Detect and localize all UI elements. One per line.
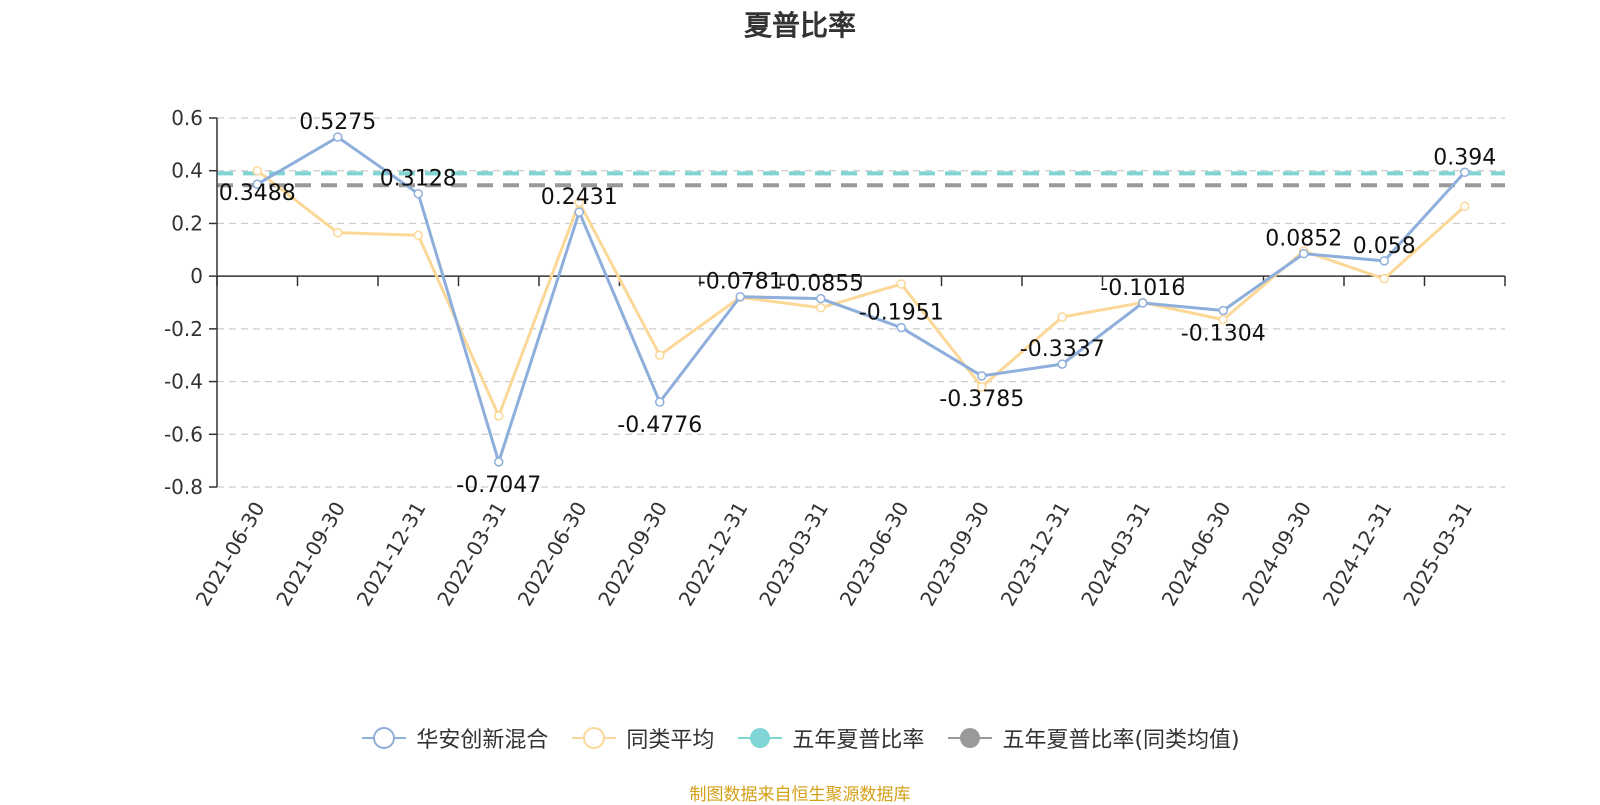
fund-data-label: -0.0855 bbox=[778, 272, 863, 297]
x-tick-label: 2023-09-30 bbox=[915, 498, 994, 611]
legend-marker-five-year-sharpe bbox=[738, 728, 783, 748]
fund-data-label: -0.3785 bbox=[939, 387, 1024, 412]
fund-data-label: 0.5275 bbox=[299, 110, 376, 135]
fund-data-point bbox=[494, 457, 504, 467]
fund-data-label: 0.058 bbox=[1353, 234, 1416, 259]
fund-data-label: -0.0781 bbox=[698, 270, 783, 295]
fund-data-point bbox=[977, 371, 987, 381]
fund-data-point bbox=[1138, 298, 1148, 308]
series-lines bbox=[252, 132, 1470, 467]
y-tick-label: -0.4 bbox=[164, 370, 203, 394]
fund-data-point bbox=[413, 188, 423, 199]
fund-data-label: -0.1016 bbox=[1100, 276, 1185, 301]
x-tick-label: 2023-12-31 bbox=[996, 498, 1075, 611]
peer-average-data-point bbox=[333, 227, 343, 238]
fund-data-point bbox=[816, 293, 826, 304]
peer-average-data-point bbox=[1379, 274, 1389, 284]
fund-data-label: 0.2431 bbox=[541, 185, 618, 210]
legend-marker-peer-average bbox=[572, 727, 617, 749]
peer-average-data-point bbox=[655, 350, 665, 360]
x-tick-label: 2025-03-31 bbox=[1398, 498, 1477, 611]
fund-data-point bbox=[735, 291, 745, 302]
fund-data-point bbox=[655, 397, 665, 407]
peer-average-data-point bbox=[574, 197, 584, 208]
x-tick-label: 2022-12-31 bbox=[674, 498, 753, 611]
peer-average-data-point bbox=[977, 382, 987, 392]
fund-data-point bbox=[252, 179, 262, 189]
x-tick-label: 2024-06-30 bbox=[1157, 498, 1236, 611]
fund-data-point bbox=[1299, 248, 1309, 259]
legend-item-five-year-sharpe[interactable]: 五年夏普比率 bbox=[736, 722, 924, 754]
x-tick-label: 2024-03-31 bbox=[1076, 498, 1155, 611]
peer-average-data-point bbox=[252, 165, 262, 176]
legend-label-five-year-sharpe: 五年夏普比率 bbox=[792, 728, 925, 753]
x-tick-label: 2022-06-30 bbox=[513, 498, 592, 611]
y-tick-label: -0.8 bbox=[164, 475, 203, 499]
legend: 华安创新混合 同类平均 五年夏普比率 五年夏普比率(同类均值) bbox=[0, 722, 1600, 754]
fund-data-point bbox=[1057, 359, 1067, 369]
x-tick-label: 2023-03-31 bbox=[754, 498, 833, 611]
y-tick-label: -0.2 bbox=[164, 317, 203, 341]
y-tick-label: 0 bbox=[190, 264, 203, 288]
fund-data-point bbox=[1218, 305, 1228, 316]
fund-data-label: 0.0852 bbox=[1265, 227, 1342, 252]
peer-average-data-point bbox=[816, 303, 826, 313]
x-tick-label: 2022-03-31 bbox=[432, 498, 511, 611]
fund-series-line bbox=[256, 135, 1466, 464]
fund-data-label: -0.1304 bbox=[1181, 322, 1266, 347]
legend-item-peer-average[interactable]: 同类平均 bbox=[570, 722, 714, 754]
peer-average-data-point bbox=[1218, 314, 1228, 325]
peer-average-data-point bbox=[494, 411, 504, 421]
peer-average-data-point bbox=[896, 279, 906, 289]
legend-item-five-year-sharpe-peer[interactable]: 五年夏普比率(同类均值) bbox=[946, 722, 1240, 754]
x-tick-label: 2022-09-30 bbox=[593, 498, 672, 611]
x-tick-label: 2021-12-31 bbox=[352, 498, 431, 611]
fund-data-point bbox=[574, 207, 584, 217]
peer-average-data-point bbox=[413, 230, 423, 241]
legend-item-fund[interactable]: 华安创新混合 bbox=[360, 722, 548, 754]
legend-label-five-year-sharpe-peer: 五年夏普比率(同类均值) bbox=[1002, 728, 1240, 753]
x-tick-label: 2024-09-30 bbox=[1237, 498, 1316, 611]
fund-data-label: -0.7047 bbox=[456, 473, 541, 498]
fund-data-label: 0.3128 bbox=[380, 167, 457, 192]
peer-average-data-point bbox=[1057, 312, 1067, 322]
fund-data-label: -0.4776 bbox=[617, 413, 702, 438]
grid-lines bbox=[217, 117, 1505, 488]
fund-data-point bbox=[333, 132, 343, 142]
fund-data-point bbox=[1379, 256, 1389, 266]
fund-data-label: -0.1951 bbox=[859, 301, 944, 326]
x-tick-label: 2021-06-30 bbox=[191, 498, 270, 611]
x-tick-label: 2021-09-30 bbox=[271, 498, 350, 611]
peer-average-data-point bbox=[1460, 201, 1470, 212]
legend-marker-five-year-sharpe-peer bbox=[948, 728, 993, 748]
data-labels: 0.3488 0.5275 0.3128 -0.7047 0.2431 -0.4776 -0… bbox=[219, 110, 1496, 498]
legend-label-peer-average: 同类平均 bbox=[626, 728, 715, 753]
data-source-note: 制图数据来自恒生聚源数据库 bbox=[689, 785, 911, 805]
x-tick-label: 2024-12-31 bbox=[1318, 498, 1397, 611]
y-tick-label: 0.4 bbox=[171, 159, 203, 183]
chart-title: 夏普比率 bbox=[743, 9, 856, 42]
x-tick-label: 2023-06-30 bbox=[835, 498, 914, 611]
legend-label-fund: 华安创新混合 bbox=[416, 728, 549, 753]
fund-data-point bbox=[896, 322, 906, 333]
reference-lines bbox=[217, 171, 1505, 188]
fund-data-label: -0.3337 bbox=[1020, 337, 1105, 362]
y-tick-label: -0.6 bbox=[164, 422, 203, 446]
fund-data-label: 0.3488 bbox=[219, 181, 296, 206]
y-tick-label: 0.6 bbox=[171, 106, 203, 130]
legend-marker-fund bbox=[362, 727, 407, 749]
fund-data-label: 0.394 bbox=[1433, 145, 1496, 170]
y-tick-label: 0.2 bbox=[171, 211, 203, 235]
fund-data-point bbox=[1460, 167, 1470, 178]
